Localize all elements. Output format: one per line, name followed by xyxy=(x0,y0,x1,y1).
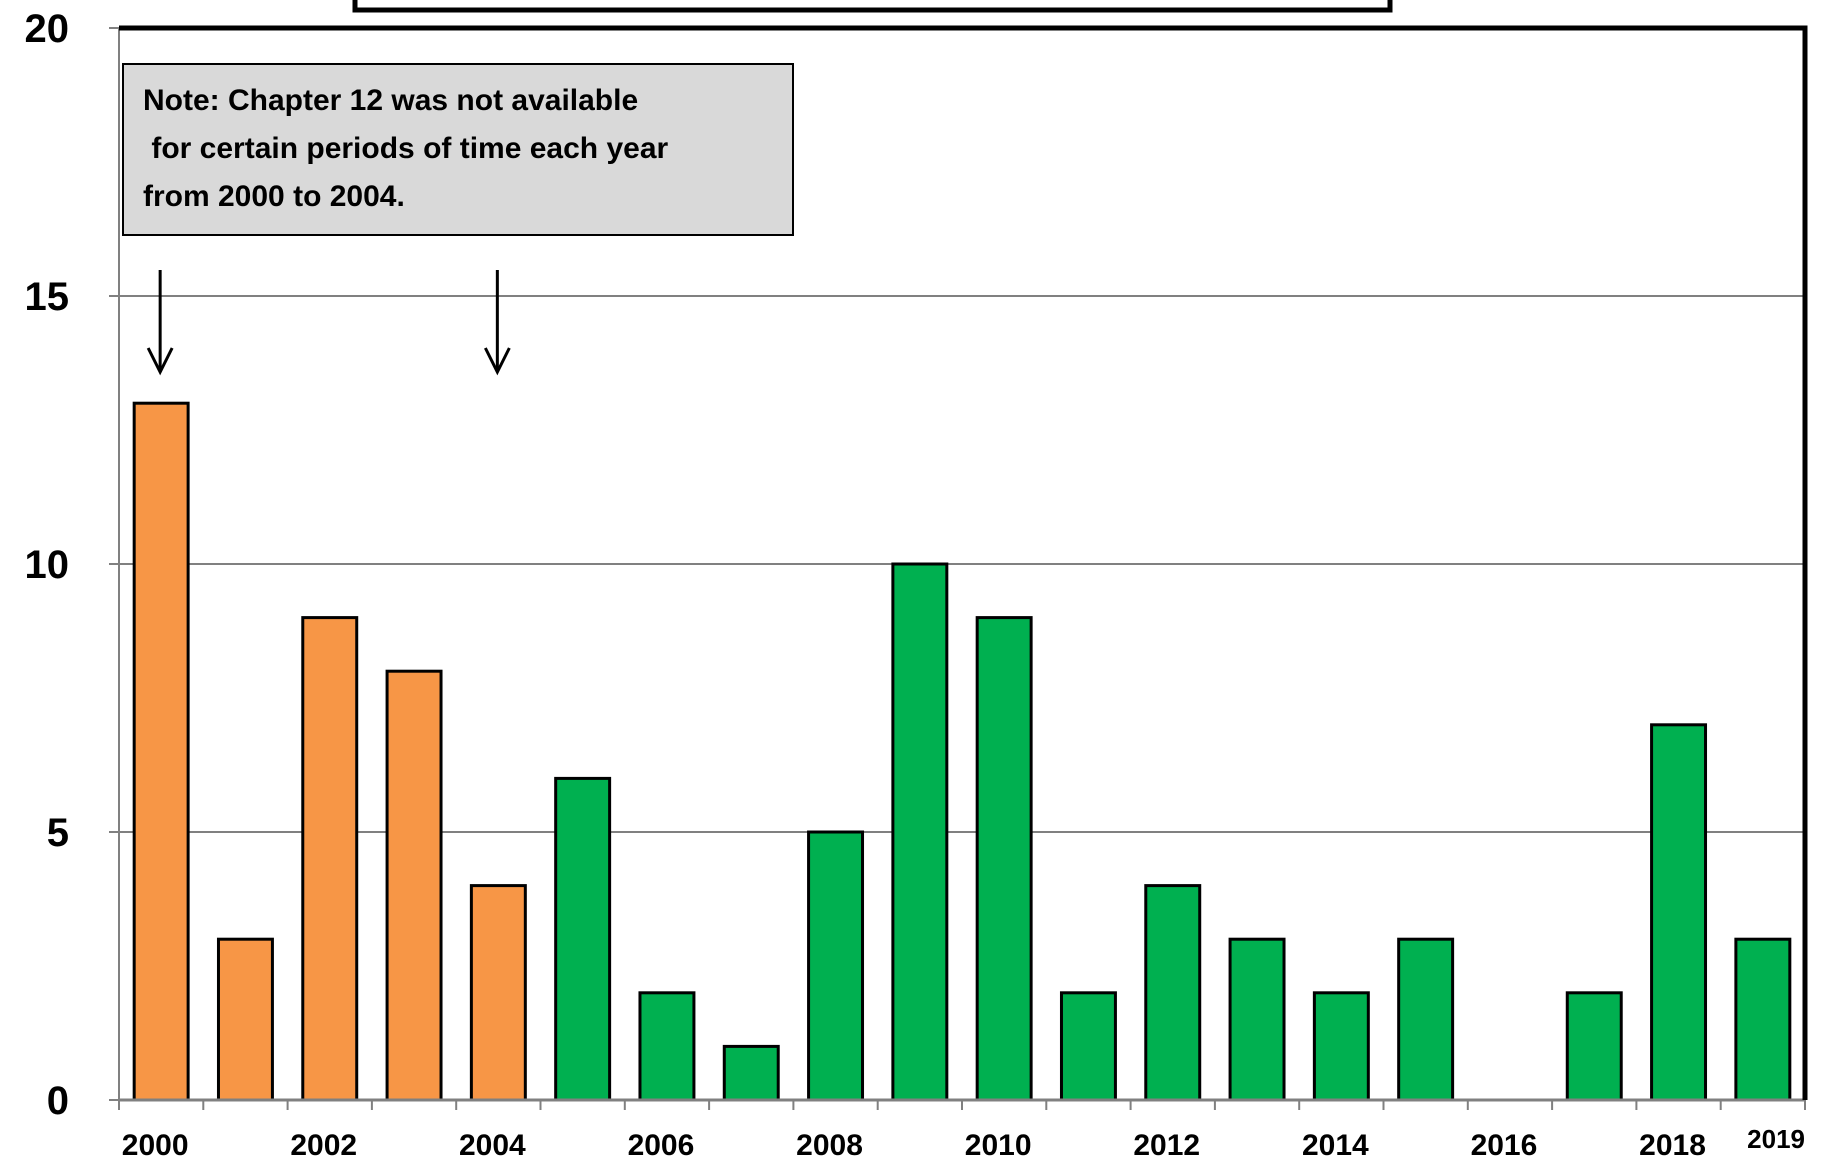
bar xyxy=(722,1044,780,1102)
bar xyxy=(1650,723,1708,1102)
bar xyxy=(301,616,359,1102)
bar xyxy=(132,401,190,1102)
y-tick-label: 10 xyxy=(25,543,70,587)
note-annotation: Note: Chapter 12 was not available for c… xyxy=(122,63,794,236)
bar xyxy=(1228,937,1286,1102)
note-line-1: Note: Chapter 12 was not available xyxy=(143,84,638,117)
note-line-2: for certain periods of time each year xyxy=(143,132,669,165)
x-tick-label: 2002 xyxy=(290,1129,357,1157)
x-tick-label: 2008 xyxy=(796,1129,863,1157)
arrow-head xyxy=(146,347,174,376)
y-tick-label: 5 xyxy=(47,811,69,855)
bar xyxy=(1312,991,1370,1102)
x-tick-label: 2004 xyxy=(459,1129,526,1157)
gridlines xyxy=(119,295,1805,833)
bar xyxy=(1059,991,1117,1102)
note-line-3: from 2000 to 2004. xyxy=(143,180,405,213)
note-arrows xyxy=(146,270,511,376)
bar xyxy=(1397,937,1455,1102)
bar xyxy=(891,562,949,1102)
x-tick-label: 2016 xyxy=(1471,1129,1538,1157)
bar xyxy=(1565,991,1623,1102)
bar xyxy=(638,991,696,1102)
x-tick-label: 2006 xyxy=(628,1129,695,1157)
bars xyxy=(132,401,1792,1102)
bar xyxy=(1734,937,1792,1102)
x-tick-label: 2010 xyxy=(965,1129,1032,1157)
x-tick-label: 2000 xyxy=(122,1129,189,1157)
note-box xyxy=(122,63,794,236)
x-tick-label: 2018 xyxy=(1639,1129,1706,1157)
x-tick-label: 2012 xyxy=(1133,1129,1200,1157)
bar xyxy=(554,776,612,1102)
x-axis-ticks: 2000 2002 2004 2006 2008 2010 2012 2014 2016 2018… xyxy=(118,1100,1806,1162)
plot-frame xyxy=(119,25,1808,1100)
x-tick-label: 2019 xyxy=(1747,1124,1805,1154)
bar xyxy=(807,830,865,1102)
bar xyxy=(469,884,527,1102)
bar xyxy=(975,616,1033,1102)
bar xyxy=(1144,884,1202,1102)
bar xyxy=(385,669,443,1102)
y-tick-label: 0 xyxy=(47,1079,69,1123)
arrow-head xyxy=(484,347,511,376)
x-tick-label: 2014 xyxy=(1302,1129,1369,1157)
bar xyxy=(216,937,274,1102)
y-axis-ticks: 0 5 10 15 20 xyxy=(25,7,119,1123)
y-tick-label: 20 xyxy=(25,7,70,51)
title-box xyxy=(352,0,1393,13)
y-tick-label: 15 xyxy=(25,275,70,319)
